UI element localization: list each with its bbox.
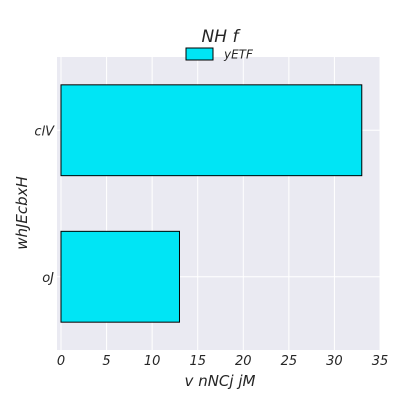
legend-swatch — [185, 47, 214, 61]
y-tick-labels: oJ clV — [34, 124, 55, 286]
x-tick-labels: 0 5 10 15 20 25 30 35 — [57, 354, 388, 369]
x-tick-label: 0 — [57, 354, 65, 369]
bar-clV — [60, 84, 363, 177]
y-axis-label: whJEcbxH — [13, 176, 31, 250]
x-tick-label: 25 — [281, 354, 298, 369]
x-tick-label: 20 — [235, 354, 252, 369]
bar-oJ — [60, 230, 180, 323]
x-tick-label: 10 — [144, 354, 161, 369]
x-tick-label: 5 — [102, 354, 110, 369]
bars — [60, 84, 363, 323]
x-tick-label: 30 — [326, 354, 343, 369]
x-tick-label: 35 — [372, 354, 389, 369]
chart-title: NH f — [202, 27, 242, 47]
y-tick-label: oJ — [42, 271, 54, 286]
legend: yETF — [185, 47, 254, 62]
y-tick-label: clV — [34, 124, 55, 139]
x-tick-label: 15 — [189, 354, 206, 369]
legend-label: yETF — [223, 48, 254, 62]
x-axis-label: v nNCj jM — [185, 372, 256, 390]
